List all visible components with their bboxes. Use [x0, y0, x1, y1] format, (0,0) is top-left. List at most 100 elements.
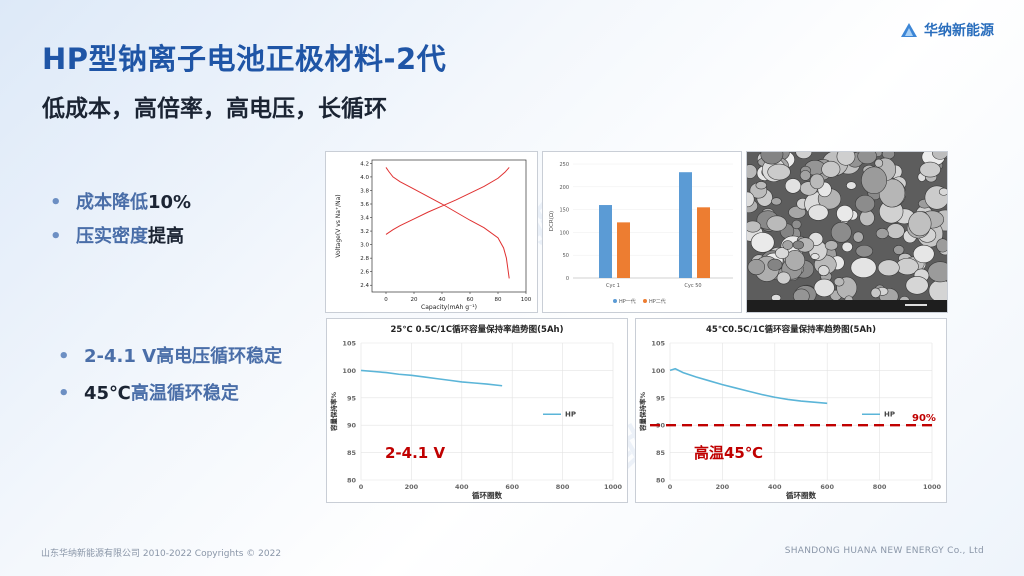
x-tick-label: 600 [505, 483, 519, 491]
y-tick-label: 105 [342, 340, 356, 348]
y-tick-label: 0 [566, 276, 569, 282]
sem-particle [809, 173, 825, 190]
chart-annotation: 2-4.1 V [385, 444, 445, 462]
x-axis-label: 循环圈数 [472, 490, 502, 500]
company-logo: 华纳新能源 [900, 20, 994, 40]
sem-particle [877, 259, 900, 277]
sem-particle [841, 241, 853, 253]
chart-title: 25℃ 0.5C/1C循环容量保持率趋势图(5Ah) [391, 324, 564, 335]
x-tick-label: 20 [411, 297, 418, 303]
bullet-item: 压实密度提高 [44, 220, 294, 254]
sem-micrograph-image [746, 151, 948, 313]
x-tick-label: 1000 [923, 483, 942, 491]
footer-company: SHANDONG HUANA NEW ENERGY Co., Ltd [784, 546, 984, 556]
sem-particle [792, 240, 804, 250]
y-tick-label: 3.4 [360, 216, 369, 222]
sem-particle [861, 166, 888, 195]
sem-particle [870, 287, 881, 299]
y-tick-label: 200 [559, 185, 569, 191]
sem-particle [836, 205, 854, 222]
sem-particle [810, 253, 820, 260]
legend-label: HP一代 [619, 298, 636, 305]
x-tick-label: 60 [467, 297, 474, 303]
cycle-chart-45c: 45℃0.5C/1C循环容量保持率趋势图(5Ah) 80 85 90 95 100 105 0… [635, 318, 947, 503]
page-subtitle: 低成本，高倍率，高电压，长循环 [42, 96, 387, 122]
sem-particle [750, 232, 775, 253]
flame-logo-icon [901, 23, 917, 37]
sem-particle [791, 219, 802, 230]
y-axis-label: 容量保持率% [638, 392, 647, 433]
y-tick-label: 105 [651, 340, 665, 348]
sem-particle [852, 231, 864, 243]
sem-particle [927, 261, 947, 283]
footer-copyright: 山东华纳新能源有限公司 2010-2022 Copyrights © 2022 [41, 549, 282, 559]
x-tick-label: 1000 [604, 483, 623, 491]
y-tick-label: 3.0 [360, 243, 369, 249]
sem-particle [767, 258, 783, 271]
sem-particle [824, 240, 839, 251]
y-tick-label: 3.6 [360, 202, 369, 208]
sem-particle [821, 160, 841, 178]
sem-particle [817, 265, 830, 277]
sem-particle [855, 194, 876, 213]
sem-particle [886, 223, 905, 239]
sem-particle [846, 181, 857, 190]
x-tick-label: 0 [668, 483, 673, 491]
sem-particle [859, 209, 875, 227]
sem-scale-bar [905, 304, 927, 306]
sem-particle [919, 161, 941, 178]
dcr-bar-chart: 0 50 100 150 200 250 DCR(Ω) Cyc 1 Cyc 50 HP一代 HP二代 [542, 151, 742, 313]
sem-particle [813, 278, 835, 298]
sem-particle [776, 271, 791, 285]
sem-particle [836, 152, 856, 166]
x-tick-label: Cyc 1 [606, 283, 620, 289]
sem-particle [760, 152, 784, 165]
sem-particle [833, 277, 845, 287]
y-tick-label: 80 [347, 477, 357, 485]
sem-particle [799, 170, 811, 181]
x-tick-label: 400 [455, 483, 469, 491]
sem-particle [938, 187, 947, 196]
chart-annotation: 高温45℃ [694, 444, 763, 462]
cycle-chart-25c: 25℃ 0.5C/1C循环容量保持率趋势图(5Ah) 80 85 90 95 100 105… [326, 318, 628, 503]
sem-particle [893, 245, 905, 255]
legend-label: HP [884, 411, 895, 419]
bar-HP一代 [679, 172, 692, 278]
series-line-hp [669, 367, 828, 405]
bar-HP二代 [617, 222, 630, 278]
sem-particle [912, 244, 935, 264]
plot-frame [371, 159, 527, 293]
sem-particle [932, 152, 947, 160]
sem-particle [855, 244, 874, 258]
x-axis-label: Capacity(mAh g⁻¹) [421, 304, 477, 311]
y-tick-label: 4.2 [360, 161, 369, 167]
y-tick-label: 100 [559, 230, 569, 236]
sem-particle [775, 247, 790, 259]
y-axis-label: DCR(Ω) [549, 211, 555, 231]
bullet-item: 45℃高温循环稳定 [52, 375, 292, 412]
y-tick-label: 85 [656, 449, 666, 457]
sem-particle [784, 178, 802, 194]
y-tick-label: 90 [656, 422, 666, 430]
legend-label: HP二代 [649, 298, 666, 305]
sem-particle [767, 163, 791, 181]
bullet-list-bottom: 2-4.1 V高电压循环稳定 45℃高温循环稳定 [52, 338, 292, 412]
x-tick-label: 80 [495, 297, 502, 303]
chart-title: 45℃0.5C/1C循环容量保持率趋势图(5Ah) [706, 324, 876, 335]
sem-particle [795, 152, 813, 159]
x-tick-label: 200 [405, 483, 419, 491]
x-tick-label: 200 [716, 483, 730, 491]
y-tick-label: 2.8 [360, 256, 369, 262]
y-tick-label: 150 [559, 208, 569, 214]
y-tick-label: 250 [559, 162, 569, 168]
legend-label: HP [565, 411, 576, 419]
series-line-hp [360, 369, 503, 387]
series-line-1 [385, 167, 510, 235]
sem-particle [747, 220, 762, 233]
y-tick-label: 50 [563, 253, 569, 259]
y-tick-label: 3.8 [360, 188, 369, 194]
y-axis-label: Voltage(V vs Na⁺/Na) [335, 194, 342, 257]
sem-particle [785, 250, 806, 271]
x-tick-label: 40 [439, 297, 446, 303]
sem-particle [875, 228, 889, 240]
